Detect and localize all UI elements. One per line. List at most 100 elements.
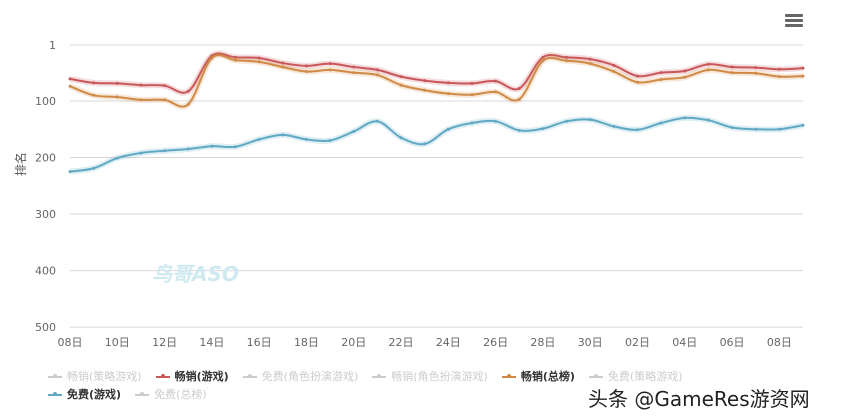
data-point: [754, 127, 758, 131]
legend-item[interactable]: 免费(策略游戏): [588, 368, 683, 386]
data-point: [234, 58, 238, 62]
data-point: [777, 67, 781, 71]
data-point: [328, 62, 332, 66]
data-point: [139, 151, 143, 155]
legend-swatch-icon: [588, 374, 603, 378]
legend-item[interactable]: 畅销(角色扮演游戏): [372, 368, 488, 386]
series-line-1: [69, 54, 804, 108]
data-point: [281, 65, 285, 69]
data-point: [92, 93, 96, 97]
data-point: [754, 71, 758, 75]
x-tick-label: 30日: [578, 336, 603, 349]
legend-swatch-icon: [48, 374, 62, 378]
data-point: [446, 92, 450, 96]
data-point: [257, 137, 261, 141]
data-point: [683, 116, 687, 120]
legend-item[interactable]: 畅销(游戏): [155, 368, 229, 386]
x-tick-label: 26日: [483, 336, 508, 349]
data-point: [281, 61, 285, 65]
data-point: [115, 156, 119, 160]
data-point: [186, 147, 190, 151]
legend-label: 畅销(游戏): [174, 370, 229, 383]
data-point: [375, 119, 379, 123]
data-point: [683, 75, 687, 79]
x-tick-label: 18日: [294, 336, 319, 349]
data-point: [423, 79, 427, 83]
data-point: [423, 88, 427, 92]
data-point: [730, 126, 734, 130]
legend-label: 畅销(策略游戏): [67, 370, 142, 383]
legend-item[interactable]: 免费(游戏): [48, 386, 121, 404]
data-point: [304, 70, 308, 74]
data-point: [517, 87, 521, 91]
data-point: [565, 119, 569, 123]
data-point: [92, 166, 96, 170]
data-point: [115, 81, 119, 85]
x-tick-label: 08日: [767, 336, 792, 349]
data-point: [328, 139, 332, 143]
data-point: [257, 60, 261, 64]
data-point: [352, 65, 356, 69]
legend-label: 免费(总榜): [154, 388, 207, 401]
data-point: [92, 81, 96, 85]
data-point: [494, 119, 498, 123]
data-point: [683, 69, 687, 73]
data-point: [210, 56, 214, 60]
x-tick-label: 04日: [672, 336, 697, 349]
data-point: [494, 79, 498, 83]
data-point: [541, 127, 545, 131]
data-point: [423, 142, 427, 146]
x-tick-label: 24日: [436, 336, 461, 349]
data-point: [399, 75, 403, 79]
series-glow: [69, 114, 804, 175]
legend-swatch-icon: [372, 374, 387, 378]
legend-item[interactable]: 畅销(策略游戏): [48, 368, 142, 386]
y-tick-label: 1: [49, 39, 56, 52]
legend-item[interactable]: 免费(总榜): [135, 386, 207, 404]
legend: 畅销(策略游戏) 畅销(游戏) 免费(角色扮演游戏) 畅销(角色扮演游戏) 畅销(总榜)…: [48, 368, 768, 404]
data-point: [730, 71, 734, 75]
legend-swatch-icon: [48, 392, 62, 396]
legend-swatch-icon: [501, 374, 516, 378]
data-point: [801, 66, 805, 70]
legend-swatch-icon: [242, 374, 257, 378]
data-point: [777, 75, 781, 79]
data-point: [470, 93, 474, 97]
x-tick-label: 28日: [530, 336, 555, 349]
legend-swatch-icon: [135, 392, 150, 396]
data-point: [163, 84, 167, 88]
y-tick-label: 300: [35, 208, 56, 221]
x-tick-label: 06日: [720, 336, 745, 349]
data-point: [494, 90, 498, 94]
data-point: [210, 144, 214, 148]
data-point: [754, 66, 758, 70]
data-point: [541, 55, 545, 59]
data-point: [588, 57, 592, 61]
data-point: [612, 70, 616, 74]
watermark: 鸟哥ASO: [152, 262, 239, 286]
y-tick-label: 200: [35, 152, 56, 165]
legend-item[interactable]: 畅销(总榜): [501, 368, 575, 386]
series-line-0: [69, 52, 804, 94]
hamburger-menu-icon[interactable]: [785, 14, 803, 30]
legend-label: 免费(角色扮演游戏): [261, 370, 359, 383]
x-tick-label: 02日: [625, 336, 650, 349]
data-point: [163, 149, 167, 153]
data-point: [139, 83, 143, 87]
data-point: [352, 71, 356, 75]
series-line-2: [69, 116, 804, 173]
legend-label: 免费(策略游戏): [607, 370, 683, 383]
legend-item[interactable]: 免费(角色扮演游戏): [242, 368, 359, 386]
data-point: [706, 62, 710, 66]
data-point: [304, 137, 308, 141]
data-point: [304, 64, 308, 68]
data-point: [517, 128, 521, 132]
data-point: [635, 74, 639, 78]
data-point: [375, 68, 379, 72]
data-point: [541, 59, 545, 63]
data-point: [612, 124, 616, 128]
x-tick-label: 10日: [105, 336, 130, 349]
data-point: [801, 123, 805, 127]
data-point: [68, 77, 72, 81]
